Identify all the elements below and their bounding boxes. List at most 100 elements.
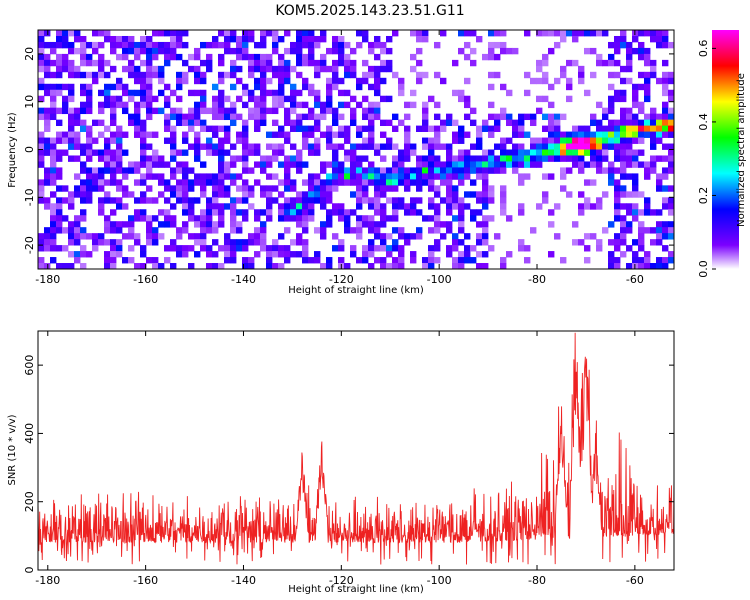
heatmap-cell: [386, 143, 393, 150]
heatmap-cell: [572, 221, 579, 228]
heatmap-cell: [152, 227, 159, 234]
heatmap-cell: [410, 167, 417, 174]
heatmap-cell: [644, 251, 651, 258]
heatmap-cell: [668, 143, 675, 150]
heatmap-cell: [308, 209, 315, 216]
heatmap-cell: [374, 113, 381, 121]
heatmap-cell: [368, 65, 375, 73]
heatmap-cell: [170, 155, 177, 162]
heatmap-cell: [356, 191, 363, 198]
heatmap-cell: [176, 167, 183, 174]
heatmap-cell: [98, 71, 105, 79]
heatmap-cell: [104, 239, 111, 246]
heatmap-cell: [260, 155, 267, 162]
heatmap-cell: [242, 257, 249, 264]
heatmap-cell: [86, 131, 93, 138]
heatmap-cell: [158, 191, 165, 198]
snr-y-tick-label: 200: [23, 491, 36, 512]
heatmap-cell: [68, 71, 75, 79]
heatmap-cell: [254, 107, 261, 115]
heatmap-cell: [524, 89, 531, 97]
heatmap-cell: [146, 227, 153, 234]
heatmap-cell: [92, 59, 99, 67]
heatmap-cell: [80, 71, 87, 79]
heatmap-cell: [80, 167, 87, 174]
heatmap-cell: [314, 227, 321, 234]
heatmap-cell: [374, 245, 381, 252]
heatmap-cell: [470, 161, 477, 168]
heatmap-cell: [668, 131, 675, 138]
heatmap-cell: [338, 89, 345, 97]
heatmap-cell: [170, 263, 177, 270]
heatmap-cell: [422, 257, 429, 264]
heatmap-cell: [110, 155, 117, 162]
heatmap-cell: [608, 95, 615, 103]
heatmap-cell: [44, 119, 51, 127]
heatmap-cell: [404, 209, 411, 216]
heatmap-cell: [98, 239, 105, 246]
heatmap-cell: [122, 233, 129, 240]
heatmap-cell: [458, 155, 465, 162]
heatmap-cell: [110, 101, 117, 109]
heatmap-cell: [248, 113, 255, 121]
heatmap-cell: [506, 155, 513, 162]
heatmap-cell: [68, 221, 75, 228]
heatmap-cell: [494, 30, 501, 37]
heatmap-cell: [308, 191, 315, 198]
heatmap-cell: [290, 239, 297, 246]
heatmap-cell: [530, 119, 537, 127]
heatmap-cell: [656, 77, 663, 85]
heatmap-cell: [224, 95, 231, 103]
heatmap-cell: [434, 245, 441, 252]
heatmap-cell: [164, 209, 171, 216]
heatmap-cell: [86, 143, 93, 150]
heatmap-cell: [62, 35, 69, 43]
heatmap-cell: [104, 89, 111, 97]
heatmap-cell: [212, 185, 219, 192]
heatmap-cell: [50, 101, 57, 109]
heatmap-cell: [272, 41, 279, 49]
heatmap-cell: [332, 35, 339, 43]
heatmap-cell: [314, 35, 321, 43]
heatmap-cell: [554, 125, 561, 132]
heatmap-cell: [662, 113, 669, 121]
heatmap-cell: [620, 221, 627, 228]
heatmap-cell: [56, 197, 63, 204]
heatmap-cell: [410, 203, 417, 210]
heatmap-cell: [488, 30, 495, 37]
heatmap-cell: [362, 143, 369, 150]
heatmap-cell: [170, 167, 177, 174]
heatmap-cell: [482, 53, 489, 61]
heatmap-cell: [626, 113, 633, 121]
heatmap-cell: [350, 191, 357, 198]
heatmap-cell: [374, 233, 381, 240]
heatmap-cell: [116, 185, 123, 192]
heatmap-cell: [104, 35, 111, 43]
heatmap-cell: [200, 119, 207, 127]
heatmap-cell: [416, 173, 423, 180]
heatmap-cell: [614, 41, 621, 49]
heatmap-cell: [464, 203, 471, 210]
heatmap-cell: [38, 191, 45, 198]
heatmap-cell: [320, 131, 327, 138]
heatmap-cell: [86, 197, 93, 204]
heatmap-cell: [164, 59, 171, 67]
heatmap-cell: [368, 173, 375, 180]
heatmap-cell: [206, 107, 213, 115]
heatmap-cell: [422, 30, 429, 37]
heatmap-cell: [278, 161, 285, 168]
heatmap-cell: [68, 191, 75, 198]
heatmap-cell: [176, 107, 183, 115]
heatmap-cell: [374, 179, 381, 186]
heatmap-cell: [380, 245, 387, 252]
heatmap-cell: [428, 167, 435, 174]
heatmap-cell: [512, 167, 519, 174]
heatmap-cell: [242, 101, 249, 109]
heatmap-cell: [488, 41, 495, 49]
heatmap-cell: [128, 35, 135, 43]
heatmap-cell: [182, 167, 189, 174]
heatmap-cell: [296, 215, 303, 222]
heatmap-cell: [614, 263, 621, 270]
heatmap-cell: [440, 77, 447, 85]
heatmap-cell: [164, 113, 171, 121]
